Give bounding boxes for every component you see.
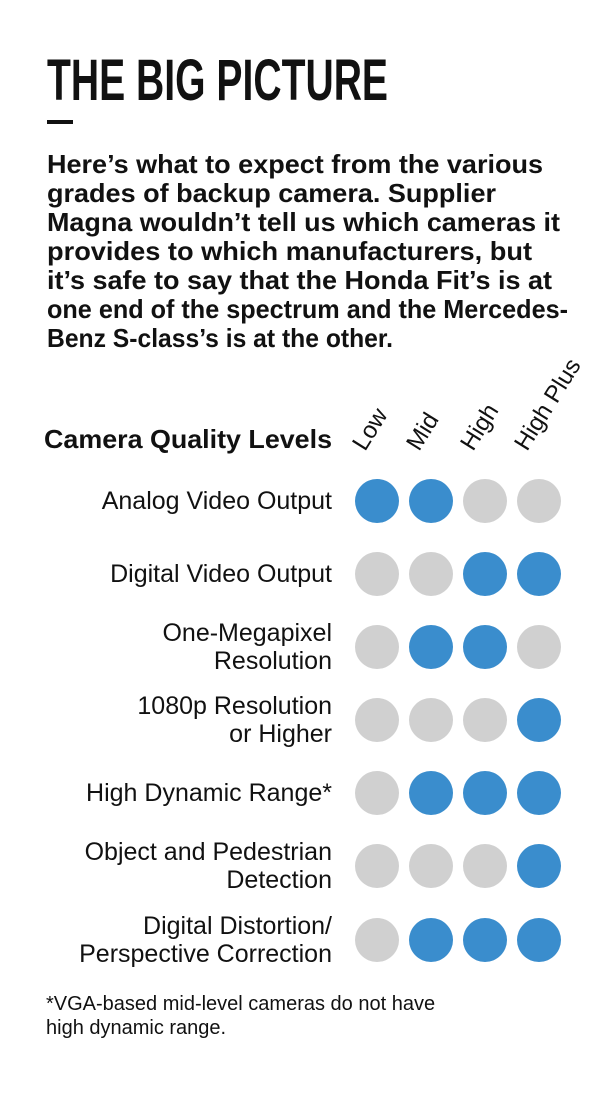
row-label: Digital Distortion/ xyxy=(143,912,332,940)
title: THE BIG PICTURE xyxy=(47,48,388,113)
level-dot xyxy=(355,698,399,742)
footnote-line: *VGA-based mid-level cameras do not have xyxy=(46,993,435,1015)
level-dot xyxy=(517,552,561,596)
row-label: Digital Video Output xyxy=(110,560,332,588)
level-dot xyxy=(409,918,453,962)
level-dot xyxy=(517,625,561,669)
intro-line: Magna wouldn’t tell us which cameras it xyxy=(47,207,560,237)
level-dot xyxy=(355,771,399,815)
footnote-line: high dynamic range. xyxy=(46,1017,226,1039)
level-dot xyxy=(517,771,561,815)
level-dot xyxy=(463,479,507,523)
level-dot xyxy=(517,918,561,962)
level-dot xyxy=(355,844,399,888)
table-header: Camera Quality Levels xyxy=(44,424,332,454)
level-dot xyxy=(409,552,453,596)
level-dot xyxy=(463,918,507,962)
row-label: One-Megapixel xyxy=(162,619,332,647)
level-dot xyxy=(355,552,399,596)
title-rule xyxy=(47,120,73,124)
level-dot xyxy=(355,479,399,523)
level-dot xyxy=(517,698,561,742)
intro-line: Here’s what to expect from the various xyxy=(47,149,543,179)
intro-line: Benz S-class’s is at the other. xyxy=(47,323,393,353)
intro-line: grades of backup camera. Supplier xyxy=(47,178,496,208)
level-dot xyxy=(517,844,561,888)
row-label: Object and Pedestrian xyxy=(85,838,332,866)
intro-line: one end of the spectrum and the Mercedes… xyxy=(47,294,568,324)
level-dot xyxy=(463,552,507,596)
level-dot xyxy=(463,625,507,669)
level-dot xyxy=(409,771,453,815)
row-label: 1080p Resolution xyxy=(137,692,332,720)
level-dot xyxy=(409,625,453,669)
intro-line: it’s safe to say that the Honda Fit’s is… xyxy=(47,265,552,295)
row-label: Detection xyxy=(226,866,332,894)
level-dot xyxy=(409,844,453,888)
row-label: Resolution xyxy=(214,647,332,675)
level-dot xyxy=(463,698,507,742)
level-dot xyxy=(355,918,399,962)
row-label: or Higher xyxy=(229,720,332,748)
level-dot xyxy=(463,771,507,815)
row-label: High Dynamic Range* xyxy=(86,779,332,807)
row-label: Analog Video Output xyxy=(102,487,332,515)
row-label: Perspective Correction xyxy=(79,940,332,968)
level-dot xyxy=(409,698,453,742)
level-dot xyxy=(517,479,561,523)
level-dot xyxy=(409,479,453,523)
level-dot xyxy=(355,625,399,669)
level-dot xyxy=(463,844,507,888)
intro-line: provides to which manufacturers, but xyxy=(47,236,532,266)
